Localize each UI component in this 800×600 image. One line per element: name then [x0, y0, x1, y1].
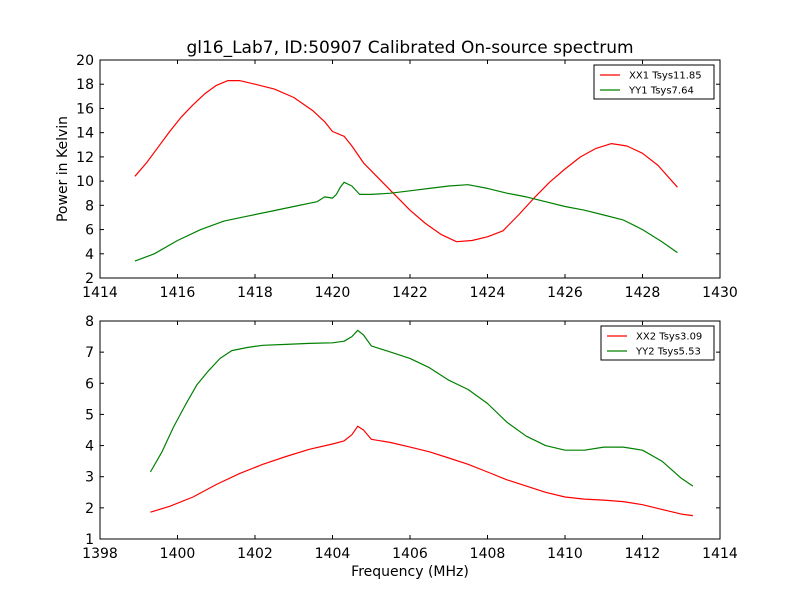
x-tick-label: 1426 — [547, 285, 583, 301]
x-tick-label: 1408 — [470, 546, 506, 562]
bottom-panel: 1398 1400 1402 1404 1406 1408 1410 1412 1414 1 2 3 4… — [82, 314, 738, 562]
series-line-xx1 — [134, 79, 678, 243]
x-tick-label: 1414 — [702, 546, 738, 562]
x-tick-label: 1410 — [547, 546, 583, 562]
y-tick-label: 8 — [85, 198, 94, 214]
y-tick-label: 7 — [85, 345, 94, 361]
x-axis-label: Frequency (MHz) — [351, 564, 469, 580]
legend: XX1 Tsys11.85 YY1 Tsys7.64 — [593, 64, 715, 100]
x-tick-label: 1422 — [392, 285, 428, 301]
y-tick-label: 6 — [85, 376, 94, 392]
y-tick-label: 18 — [76, 77, 94, 93]
legend: XX2 Tsys3.09 YY2 Tsys5.53 — [600, 325, 715, 361]
x-tick-label: 1406 — [392, 546, 428, 562]
x-tick-label: 1418 — [237, 285, 273, 301]
y-tick-label: 20 — [76, 53, 94, 69]
legend-label: YY2 Tsys5.53 — [635, 347, 701, 358]
x-tick-label: 1424 — [470, 285, 506, 301]
x-tick-label: 1412 — [625, 546, 661, 562]
x-tick-label: 1416 — [160, 285, 196, 301]
series-line-yy1 — [134, 181, 678, 262]
x-tick-label: 1402 — [237, 546, 273, 562]
legend-box — [593, 64, 715, 100]
top-panel: 1414 1416 1418 1420 1422 1424 1426 1428 14302468… — [55, 53, 738, 301]
legend-box — [600, 325, 715, 361]
series-line-yy2 — [149, 329, 694, 487]
y-tick-label: 6 — [85, 223, 94, 239]
legend-label: XX2 Tsys3.09 — [636, 332, 702, 343]
y-tick-label: 10 — [76, 174, 94, 190]
y-tick-label: 2 — [85, 271, 94, 287]
y-tick-label: 4 — [85, 439, 94, 455]
y-tick-label: 5 — [85, 407, 94, 423]
x-tick-label: 1420 — [315, 285, 351, 301]
x-tick-label: 1430 — [702, 285, 738, 301]
y-tick-label: 8 — [85, 314, 94, 330]
x-tick-label: 1414 — [82, 285, 118, 301]
y-tick-label: 1 — [85, 532, 94, 548]
y-tick-label: 3 — [85, 470, 94, 486]
legend-label: XX1 Tsys11.85 — [629, 71, 702, 82]
x-tick-label: 1404 — [315, 546, 351, 562]
chart-title: gl16_Lab7, ID:50907 Calibrated On-source… — [186, 38, 633, 58]
y-axis-label: Power in Kelvin — [55, 116, 71, 222]
y-tick-label: 2 — [85, 501, 94, 517]
y-tick-label: 14 — [76, 126, 94, 142]
y-tick-label: 4 — [85, 247, 94, 263]
x-tick-label: 1428 — [625, 285, 661, 301]
x-tick-label: 1398 — [82, 546, 118, 562]
legend-label: YY1 Tsys7.64 — [628, 86, 694, 97]
y-tick-label: 16 — [76, 101, 94, 117]
series-line-xx2 — [150, 425, 693, 517]
x-tick-label: 1400 — [160, 546, 196, 562]
y-tick-label: 12 — [76, 150, 94, 166]
